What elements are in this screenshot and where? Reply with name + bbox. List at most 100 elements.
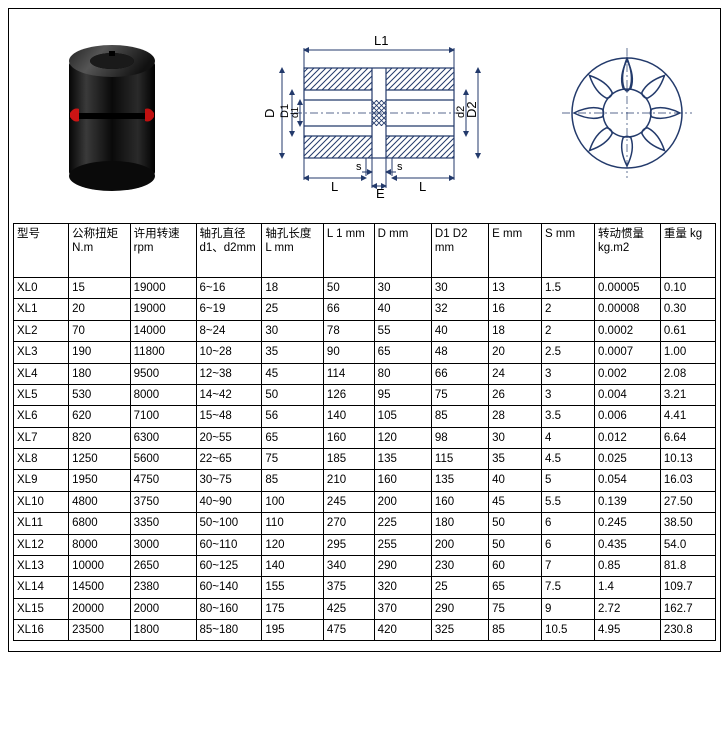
table-cell: 32 (431, 299, 488, 320)
table-cell: 0.004 (594, 384, 660, 405)
table-cell: 8000 (69, 534, 131, 555)
table-cell: 2650 (130, 555, 196, 576)
table-cell: 140 (262, 555, 324, 576)
table-cell: 105 (374, 406, 431, 427)
table-cell: 50 (262, 384, 324, 405)
col-header: D1 D2 mm (431, 224, 488, 278)
table-cell: 66 (431, 363, 488, 384)
table-cell: 2380 (130, 577, 196, 598)
table-cell: 8000 (130, 384, 196, 405)
table-cell: 425 (323, 598, 374, 619)
table-cell: 120 (374, 427, 431, 448)
col-header: 型号 (14, 224, 69, 278)
table-cell: 8~24 (196, 320, 262, 341)
table-cell: 180 (431, 513, 488, 534)
table-cell: 10.5 (542, 620, 595, 641)
table-cell: 81.8 (660, 555, 715, 576)
table-cell: 6 (542, 534, 595, 555)
table-row: XL91950475030~75852101601354050.05416.03 (14, 470, 716, 491)
table-cell: 295 (323, 534, 374, 555)
table-cell: 200 (431, 534, 488, 555)
table-cell: 11800 (130, 342, 196, 363)
table-cell: 0.006 (594, 406, 660, 427)
table-row: XL5530800014~425012695752630.0043.21 (14, 384, 716, 405)
table-cell: 270 (323, 513, 374, 534)
table-cell: 110 (262, 513, 324, 534)
table-cell: 20~55 (196, 427, 262, 448)
table-cell: 19000 (130, 299, 196, 320)
table-cell: 9 (542, 598, 595, 619)
table-cell: 620 (69, 406, 131, 427)
table-cell: 14000 (130, 320, 196, 341)
table-cell: 56 (262, 406, 324, 427)
table-cell: 175 (262, 598, 324, 619)
table-cell: 20000 (69, 598, 131, 619)
col-header: 许用转速 rpm (130, 224, 196, 278)
table-cell: 210 (323, 470, 374, 491)
table-cell: 190 (69, 342, 131, 363)
table-row: XL6620710015~485614010585283.50.0064.41 (14, 406, 716, 427)
table-cell: 2000 (130, 598, 196, 619)
coupling-section-drawing: L1 D D1 d1 d2 D2 (234, 28, 514, 198)
table-cell: 75 (489, 598, 542, 619)
table-cell: 2 (542, 299, 595, 320)
table-cell: 6800 (69, 513, 131, 534)
table-cell: 160 (323, 427, 374, 448)
table-cell: XL11 (14, 513, 69, 534)
table-cell: 40 (374, 299, 431, 320)
table-cell: 9500 (130, 363, 196, 384)
table-cell: 10000 (69, 555, 131, 576)
table-cell: 225 (374, 513, 431, 534)
table-cell: 290 (374, 555, 431, 576)
table-cell: 75 (431, 384, 488, 405)
table-cell: 135 (374, 449, 431, 470)
table-cell: 12~38 (196, 363, 262, 384)
table-cell: 45 (489, 491, 542, 512)
table-cell: 7 (542, 555, 595, 576)
table-cell: 375 (323, 577, 374, 598)
table-cell: 54.0 (660, 534, 715, 555)
table-cell: 7100 (130, 406, 196, 427)
table-cell: 3.5 (542, 406, 595, 427)
table-cell: 3 (542, 363, 595, 384)
table-cell: 14500 (69, 577, 131, 598)
table-cell: 114 (323, 363, 374, 384)
label-D2: D2 (464, 101, 479, 118)
table-cell: 10.13 (660, 449, 715, 470)
table-cell: 126 (323, 384, 374, 405)
table-cell: 820 (69, 427, 131, 448)
table-cell: 65 (489, 577, 542, 598)
table-body: XL015190006~1618503030131.50.000050.10XL… (14, 278, 716, 641)
table-row: XL1414500238060~14015537532025657.51.410… (14, 577, 716, 598)
table-row: XL4180950012~384511480662430.0022.08 (14, 363, 716, 384)
table-cell: 5 (542, 470, 595, 491)
table-cell: 90 (323, 342, 374, 363)
figure-row: L1 D D1 d1 d2 D2 (13, 13, 716, 223)
table-cell: XL5 (14, 384, 69, 405)
table-cell: 66 (323, 299, 374, 320)
table-cell: 2 (542, 320, 595, 341)
col-header: 转动惯量 kg.m2 (594, 224, 660, 278)
page-frame: L1 D D1 d1 d2 D2 (8, 8, 721, 652)
table-cell: 4.5 (542, 449, 595, 470)
table-cell: 0.10 (660, 278, 715, 299)
table-cell: 60~125 (196, 555, 262, 576)
table-cell: 0.054 (594, 470, 660, 491)
table-cell: 22~65 (196, 449, 262, 470)
table-cell: XL9 (14, 470, 69, 491)
table-cell: 45 (262, 363, 324, 384)
table-cell: 30~75 (196, 470, 262, 491)
table-cell: 3000 (130, 534, 196, 555)
table-cell: 4 (542, 427, 595, 448)
table-cell: 60~110 (196, 534, 262, 555)
table-cell: XL7 (14, 427, 69, 448)
table-cell: 340 (323, 555, 374, 576)
table-row: XL1623500180085~1801954754203258510.54.9… (14, 620, 716, 641)
table-cell: 40 (489, 470, 542, 491)
table-cell: 7.5 (542, 577, 595, 598)
table-cell: 1.4 (594, 577, 660, 598)
table-cell: 0.30 (660, 299, 715, 320)
table-cell: 35 (262, 342, 324, 363)
table-cell: 40~90 (196, 491, 262, 512)
table-cell: 135 (431, 470, 488, 491)
